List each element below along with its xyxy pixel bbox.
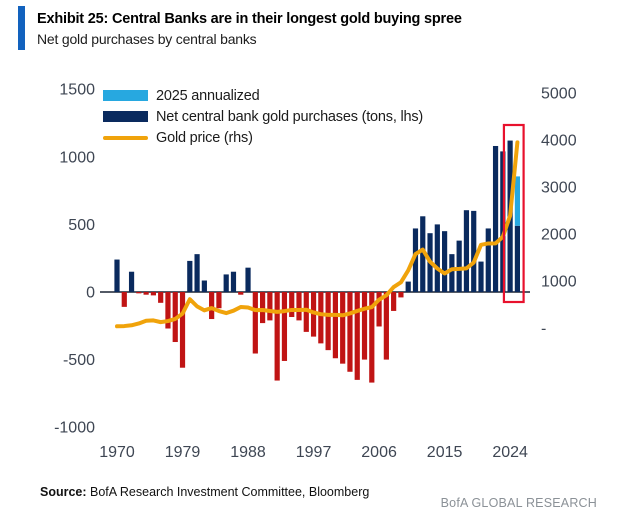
legend-label: Gold price (rhs) [156, 129, 253, 146]
chart-legend: 2025 annualized Net central bank gold pu… [103, 85, 423, 148]
page-subtitle: Net gold purchases by central banks [37, 31, 257, 48]
svg-text:2024: 2024 [492, 444, 528, 461]
svg-text:3000: 3000 [541, 180, 577, 197]
branding-text: BofA GLOBAL RESEARCH [440, 496, 597, 510]
svg-text:-1000: -1000 [54, 420, 95, 437]
chart-canvas: 150010005000-500-10005000400030002000100… [54, 82, 577, 461]
source-text: BofA Research Investment Committee, Bloo… [86, 485, 370, 499]
svg-text:0: 0 [86, 285, 95, 302]
svg-text:4000: 4000 [541, 133, 577, 150]
svg-text:1979: 1979 [165, 444, 201, 461]
svg-text:500: 500 [68, 217, 95, 234]
accent-bar [18, 6, 25, 50]
svg-text:2015: 2015 [427, 444, 463, 461]
svg-text:5000: 5000 [541, 86, 577, 103]
svg-text:2000: 2000 [541, 227, 577, 244]
chart-area: 1500 1000 500 0 -500 -1000 5000 4000 3000 2000 100… [0, 65, 617, 465]
legend-item-net-purchases: Net central bank gold purchases (tons, l… [103, 106, 423, 127]
source-line: Source: BofA Research Investment Committ… [40, 485, 369, 499]
legend-label: Net central bank gold purchases (tons, l… [156, 108, 424, 125]
page-title: Exhibit 25: Central Banks are in their l… [37, 11, 462, 27]
svg-text:1000: 1000 [59, 149, 95, 166]
legend-item-gold-price: Gold price (rhs) [103, 127, 423, 148]
svg-text:1500: 1500 [59, 82, 95, 99]
legend-item-2025-annualized: 2025 annualized [103, 85, 423, 106]
annualized-bar-swatch-icon [103, 90, 148, 101]
svg-text:1000: 1000 [541, 274, 577, 291]
svg-text:-: - [541, 321, 546, 338]
svg-text:2006: 2006 [361, 444, 397, 461]
svg-text:1970: 1970 [99, 444, 135, 461]
gold-line-swatch-icon [103, 135, 148, 140]
exhibit-header: Exhibit 25: Central Banks are in their l… [18, 6, 462, 50]
purchases-bar-swatch-icon [103, 111, 148, 122]
svg-text:1988: 1988 [230, 444, 266, 461]
source-label: Source: [40, 485, 87, 499]
svg-text:-500: -500 [63, 352, 95, 369]
svg-text:1997: 1997 [296, 444, 332, 461]
legend-label: 2025 annualized [156, 87, 260, 104]
